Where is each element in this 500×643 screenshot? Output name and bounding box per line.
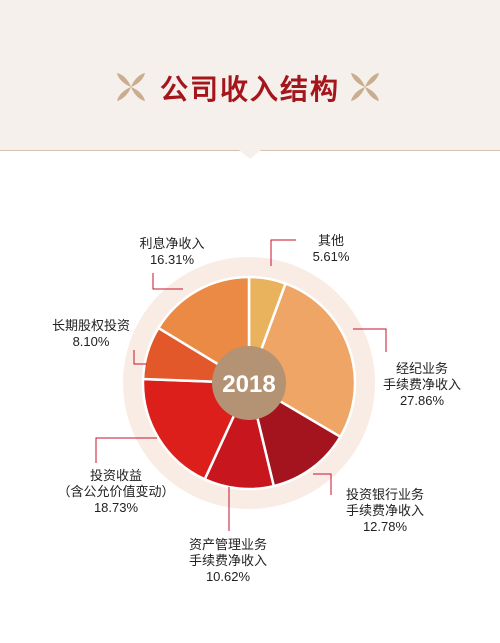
slice-label-6: 利息净收入 16.31% — [117, 236, 227, 268]
pie-center-disc — [212, 346, 286, 420]
header-band — [0, 0, 500, 150]
slice-label-2: 投资银行业务 手续费净收入 12.78% — [330, 487, 440, 535]
slice-label-name: 投资银行业务 — [345, 487, 424, 502]
slice-label-name: 长期股权投资 — [51, 318, 130, 333]
slice-label-0: 其他 5.61% — [296, 233, 366, 265]
slice-label-5: 长期股权投资 8.10% — [36, 318, 146, 350]
slice-label-name: 经纪业务 — [395, 361, 448, 376]
slice-label-name: 利息净收入 — [139, 236, 205, 251]
slice-label-name: 资产管理业务 — [188, 537, 267, 552]
leader-line-0 — [270, 239, 296, 266]
leader-lines — [95, 239, 387, 531]
slice-label-name: 手续费净收入 — [188, 553, 267, 568]
slice-label-name: 投资收益 — [89, 468, 142, 483]
center-year-label: 2018 — [222, 371, 275, 398]
leader-line-6 — [152, 273, 183, 290]
slice-label-1: 经纪业务 手续费净收入 27.86% — [367, 361, 477, 409]
slice-label-name: 手续费净收入 — [382, 377, 461, 392]
slice-label-value: 18.73% — [93, 500, 139, 515]
leader-line-4 — [95, 437, 157, 463]
leader-line-1 — [353, 328, 387, 352]
slice-label-value: 27.86% — [399, 393, 445, 408]
slice-label-name: 手续费净收入 — [345, 503, 424, 518]
leader-line-5 — [133, 350, 147, 365]
header-notch — [239, 150, 261, 159]
slice-label-value: 16.31% — [149, 252, 195, 267]
page-title: 公司收入结构 — [159, 74, 340, 105]
slice-label-name: （含公允价值变动） — [57, 484, 175, 499]
slice-label-4: 投资收益 （含公允价值变动） 18.73% — [41, 468, 191, 516]
slice-label-value: 5.61% — [312, 249, 350, 264]
leader-line-2 — [313, 473, 332, 495]
left-ornament-icon — [117, 73, 145, 101]
slice-label-value: 12.78% — [362, 519, 408, 534]
slice-label-name: 其他 — [317, 233, 344, 248]
slice-label-value: 10.62% — [205, 569, 251, 584]
right-ornament-icon — [351, 73, 379, 101]
slice-label-value: 8.10% — [72, 334, 110, 349]
slice-label-3: 资产管理业务 手续费净收入 10.62% — [173, 537, 283, 585]
pie-slice-3 — [203, 379, 276, 491]
